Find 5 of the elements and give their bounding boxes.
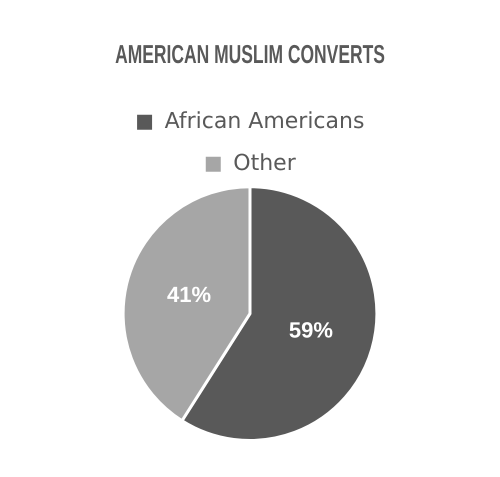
data-label: 41% (167, 282, 212, 307)
legend-label: Other (233, 150, 297, 176)
legend-label: African Americans (164, 108, 364, 134)
data-label: 59% (288, 317, 333, 342)
chart-title: AMERICAN MUSLIM CONVERTS (115, 39, 385, 69)
